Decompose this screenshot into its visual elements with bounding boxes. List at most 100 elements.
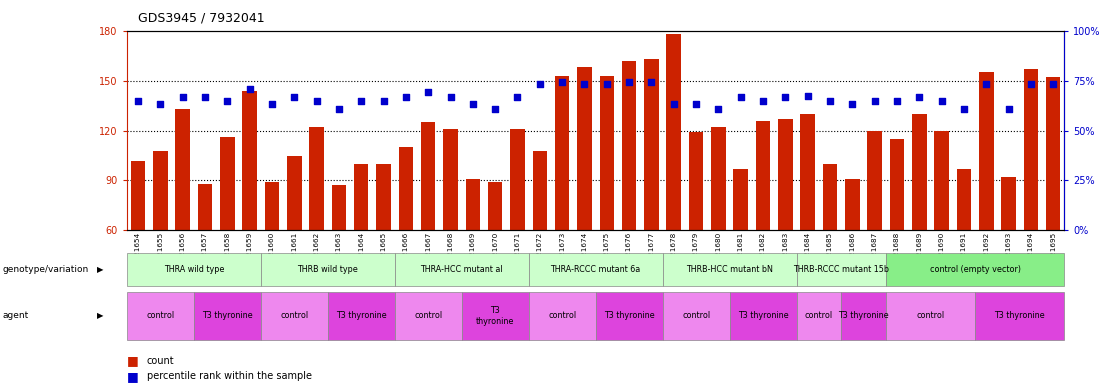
Text: agent: agent <box>2 311 29 320</box>
Bar <box>421 122 436 230</box>
Point <box>1045 81 1062 87</box>
Bar <box>555 76 569 230</box>
Point <box>977 81 995 87</box>
Bar <box>465 179 480 230</box>
Text: THRB-HCC mutant bN: THRB-HCC mutant bN <box>686 265 773 274</box>
Point <box>174 94 192 100</box>
Text: ▶: ▶ <box>97 311 104 320</box>
Point <box>999 106 1017 112</box>
Text: T3 thyronine: T3 thyronine <box>738 311 789 320</box>
Text: T3 thyronine: T3 thyronine <box>995 311 1045 320</box>
Text: control: control <box>917 311 944 320</box>
Point <box>264 101 281 107</box>
Point <box>754 98 772 104</box>
Text: percentile rank within the sample: percentile rank within the sample <box>147 371 312 381</box>
Text: control: control <box>414 311 442 320</box>
Point <box>799 93 816 99</box>
Bar <box>443 129 458 230</box>
Point <box>866 98 884 104</box>
Text: T3
thyronine: T3 thyronine <box>476 306 514 326</box>
Point <box>732 94 750 100</box>
Bar <box>354 164 368 230</box>
Bar <box>912 114 927 230</box>
Point <box>643 79 661 85</box>
Bar <box>398 147 414 230</box>
Point <box>687 101 705 107</box>
Bar <box>219 137 235 230</box>
Point <box>196 94 214 100</box>
Point <box>330 106 347 112</box>
Bar <box>600 76 614 230</box>
Text: ▶: ▶ <box>97 265 104 274</box>
Text: T3 thyronine: T3 thyronine <box>202 311 253 320</box>
Text: THRB wild type: THRB wild type <box>298 265 358 274</box>
Bar <box>243 91 257 230</box>
Bar <box>979 72 994 230</box>
Point <box>151 101 169 107</box>
Bar <box>488 182 503 230</box>
Bar <box>153 151 168 230</box>
Point <box>531 81 548 87</box>
Point <box>910 94 928 100</box>
Text: T3 thyronine: T3 thyronine <box>336 311 386 320</box>
Bar <box>1024 69 1038 230</box>
Text: T3 thyronine: T3 thyronine <box>603 311 654 320</box>
Point <box>508 94 526 100</box>
Point <box>665 101 683 107</box>
Text: THRA wild type: THRA wild type <box>163 265 224 274</box>
Text: count: count <box>147 356 174 366</box>
Bar <box>577 67 591 230</box>
Bar <box>197 184 212 230</box>
Point <box>218 98 236 104</box>
Point <box>821 98 838 104</box>
Point <box>419 89 437 95</box>
Bar <box>733 169 748 230</box>
Text: GDS3945 / 7932041: GDS3945 / 7932041 <box>138 12 265 25</box>
Text: ■: ■ <box>127 370 139 383</box>
Text: ■: ■ <box>127 354 139 367</box>
Bar <box>309 127 324 230</box>
Point <box>888 98 906 104</box>
Bar <box>332 185 346 230</box>
Text: control: control <box>548 311 576 320</box>
Text: T3 thyronine: T3 thyronine <box>838 311 889 320</box>
Text: THRA-HCC mutant al: THRA-HCC mutant al <box>420 265 503 274</box>
Point <box>1022 81 1040 87</box>
Bar <box>801 114 815 230</box>
Bar <box>845 179 859 230</box>
Bar <box>175 109 190 230</box>
Bar <box>533 151 547 230</box>
Bar <box>711 127 726 230</box>
Point <box>933 98 951 104</box>
Point <box>397 94 415 100</box>
Point <box>554 79 571 85</box>
Bar <box>131 161 146 230</box>
Text: genotype/variation: genotype/variation <box>2 265 88 274</box>
Bar <box>1002 177 1016 230</box>
Bar <box>867 131 882 230</box>
Text: control: control <box>805 311 833 320</box>
Bar <box>956 169 972 230</box>
Point <box>286 94 303 100</box>
Point <box>620 79 638 85</box>
Point <box>777 94 794 100</box>
Point <box>352 98 370 104</box>
Point <box>598 81 615 87</box>
Bar <box>265 182 279 230</box>
Text: control: control <box>147 311 174 320</box>
Text: THRA-RCCC mutant 6a: THRA-RCCC mutant 6a <box>550 265 641 274</box>
Bar <box>511 129 525 230</box>
Bar <box>778 119 793 230</box>
Point <box>240 86 258 92</box>
Bar <box>666 34 681 230</box>
Text: THRB-RCCC mutant 15b: THRB-RCCC mutant 15b <box>793 265 889 274</box>
Bar <box>756 121 770 230</box>
Point <box>441 94 459 100</box>
Bar <box>823 164 837 230</box>
Text: control: control <box>682 311 710 320</box>
Bar <box>287 156 301 230</box>
Point <box>709 106 727 112</box>
Point <box>308 98 325 104</box>
Bar <box>376 164 390 230</box>
Point <box>375 98 393 104</box>
